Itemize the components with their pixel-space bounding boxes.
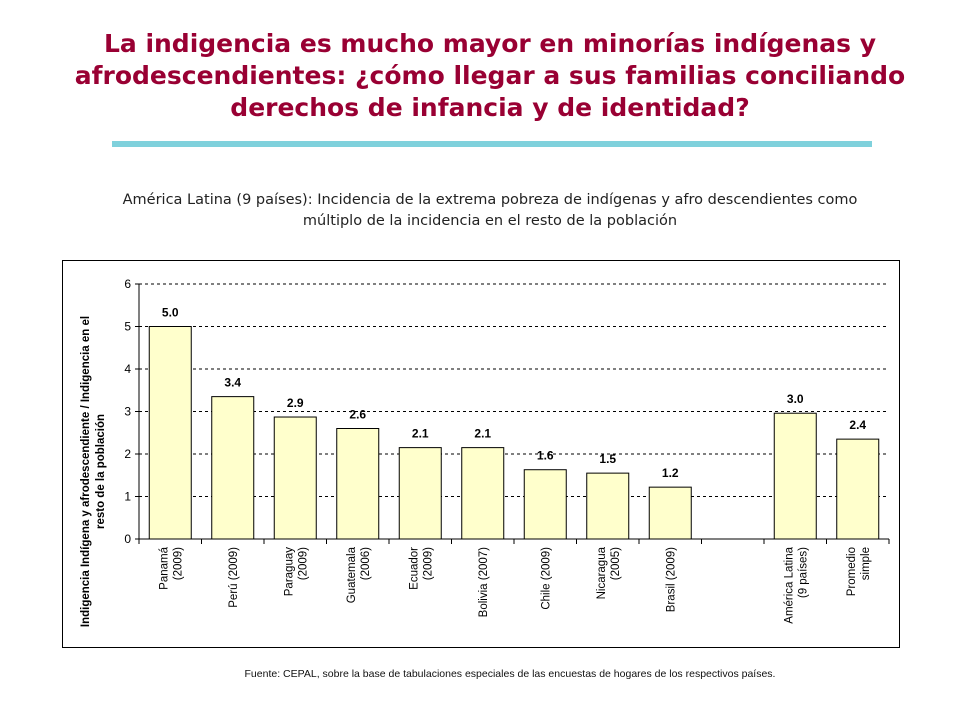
title-underline — [112, 141, 872, 147]
y-tick-label: 5 — [124, 320, 131, 334]
x-tick-label: simple — [860, 547, 872, 580]
x-tick-label: Guatemala — [346, 546, 358, 603]
chart-subtitle-line-2: múltiplo de la incidencia en el resto de… — [302, 213, 678, 229]
bar — [211, 396, 255, 540]
y-tick-label: 6 — [124, 277, 131, 291]
x-tick-label: Brasil (2009) — [665, 547, 677, 612]
bar — [648, 486, 692, 540]
y-axis-title-line: Indigencia Indígena y afrodescendiente /… — [80, 316, 92, 627]
x-tick-label: (2009) — [172, 547, 184, 580]
y-tick-label: 3 — [124, 405, 131, 419]
y-tick-label: 1 — [124, 490, 131, 504]
source-note: Fuente: CEPAL, sobre la base de tabulaci… — [244, 668, 776, 680]
x-tick-label: Bolivia (2007) — [478, 547, 490, 617]
x-tick-label: (9 países) — [797, 547, 809, 598]
x-tick-label: Paraguay — [283, 547, 295, 596]
x-tick-label: Perú (2009) — [228, 547, 240, 608]
chart-subtitle-line-1: América Latina (9 países): Incidencia de… — [122, 192, 858, 208]
bar — [523, 469, 567, 540]
bar — [773, 412, 817, 540]
bar — [398, 447, 442, 540]
data-label: 5.0 — [162, 306, 179, 320]
x-tick-label: América Latina — [783, 546, 795, 623]
data-label: 2.1 — [412, 427, 429, 441]
data-label: 1.2 — [662, 466, 679, 480]
data-label: 2.9 — [287, 396, 304, 410]
x-tick-label: Ecuador — [408, 547, 420, 590]
chart-frame: 0 1 2 3 4 5 6 Indigencia Indígena y afrodescend… — [62, 260, 900, 648]
x-tick-label: Panamá — [158, 546, 170, 589]
bar — [273, 416, 317, 540]
data-label: 1.6 — [537, 449, 554, 463]
x-tick-label: Nicaragua — [596, 546, 608, 599]
data-label: 1.5 — [599, 452, 616, 466]
x-tick-label: (2006) — [360, 547, 372, 580]
chart-subtitle: América Latina (9 países): Incidencia de… — [60, 190, 920, 232]
slide-title: La indigencia es mucho mayor en minorías… — [74, 29, 906, 122]
bar — [336, 428, 380, 540]
data-label: 3.0 — [787, 392, 804, 406]
bar-chart: 0 1 2 3 4 5 6 Indigencia Indígena y afrodescend… — [80, 277, 890, 627]
bar — [586, 472, 630, 540]
data-label: 2.4 — [849, 418, 866, 432]
x-tick-label: (2009) — [297, 547, 309, 580]
x-tick-label: (2009) — [422, 547, 434, 580]
data-label: 2.1 — [474, 427, 491, 441]
y-tick-label: 2 — [124, 447, 131, 461]
bar — [836, 438, 880, 540]
y-axis-title-line: resto de la población — [95, 414, 107, 529]
data-label: 3.4 — [224, 376, 241, 390]
bar — [461, 447, 505, 540]
bar — [148, 326, 192, 540]
x-tick-label: Promedio — [846, 547, 858, 596]
y-tick-label: 0 — [124, 532, 131, 546]
x-tick-label: (2005) — [610, 547, 622, 580]
data-label: 2.6 — [349, 408, 366, 422]
y-tick-label: 4 — [124, 362, 131, 376]
x-tick-label: Chile (2009) — [540, 547, 552, 610]
